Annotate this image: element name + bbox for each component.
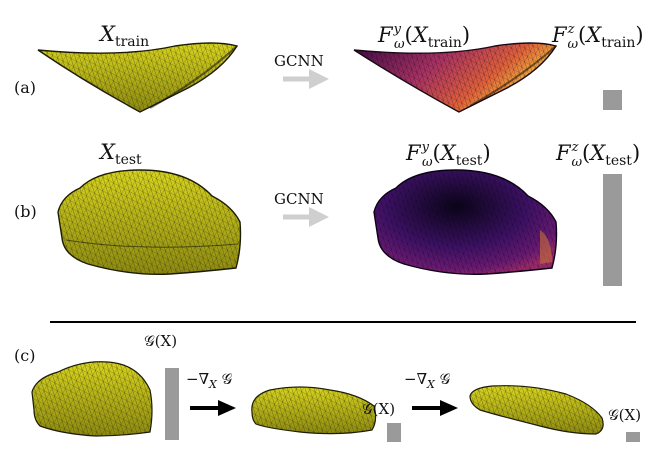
g-step2-bar bbox=[626, 432, 640, 442]
opt-car-initial bbox=[31, 361, 153, 437]
gradient-arrow-1 bbox=[190, 400, 236, 416]
fz-train-bar bbox=[603, 90, 622, 110]
g-label-step2: 𝒢(X) bbox=[608, 406, 642, 424]
row-label-a: (a) bbox=[14, 78, 37, 97]
title-fz-train: Fzω(Xtrain) bbox=[552, 22, 644, 52]
neg-gradient-label-2: −∇X 𝒢 bbox=[404, 370, 451, 391]
g-initial-bar bbox=[165, 368, 179, 440]
title-fy-test: Fyω(Xtest) bbox=[406, 140, 491, 170]
gcnn-label-train: GCNN bbox=[274, 52, 324, 70]
gcnn-label-test: GCNN bbox=[274, 190, 324, 208]
gradient-arrow-2 bbox=[412, 400, 458, 416]
test-car-mesh-prediction bbox=[373, 169, 558, 275]
test-car-mesh-yellow bbox=[57, 169, 242, 275]
train-mesh-prediction bbox=[353, 42, 558, 113]
g-label-initial: 𝒢(X) bbox=[144, 332, 178, 350]
g-label-step1: 𝒢(X) bbox=[362, 400, 396, 418]
row-label-c: (c) bbox=[14, 346, 36, 365]
opt-car-step2 bbox=[469, 385, 604, 435]
opt-car-step1 bbox=[251, 386, 377, 435]
train-mesh-yellow bbox=[37, 42, 239, 113]
neg-gradient-label-1: −∇X 𝒢 bbox=[186, 370, 233, 391]
g-step1-bar bbox=[387, 423, 401, 442]
title-x-test: Xtest bbox=[100, 140, 142, 168]
fz-test-bar bbox=[603, 174, 622, 286]
title-fy-train: Fyω(Xtrain) bbox=[378, 22, 471, 52]
row-label-b: (b) bbox=[14, 202, 37, 221]
title-fz-test: Fzω(Xtest) bbox=[556, 140, 641, 170]
title-x-train: Xtrain bbox=[100, 22, 150, 50]
